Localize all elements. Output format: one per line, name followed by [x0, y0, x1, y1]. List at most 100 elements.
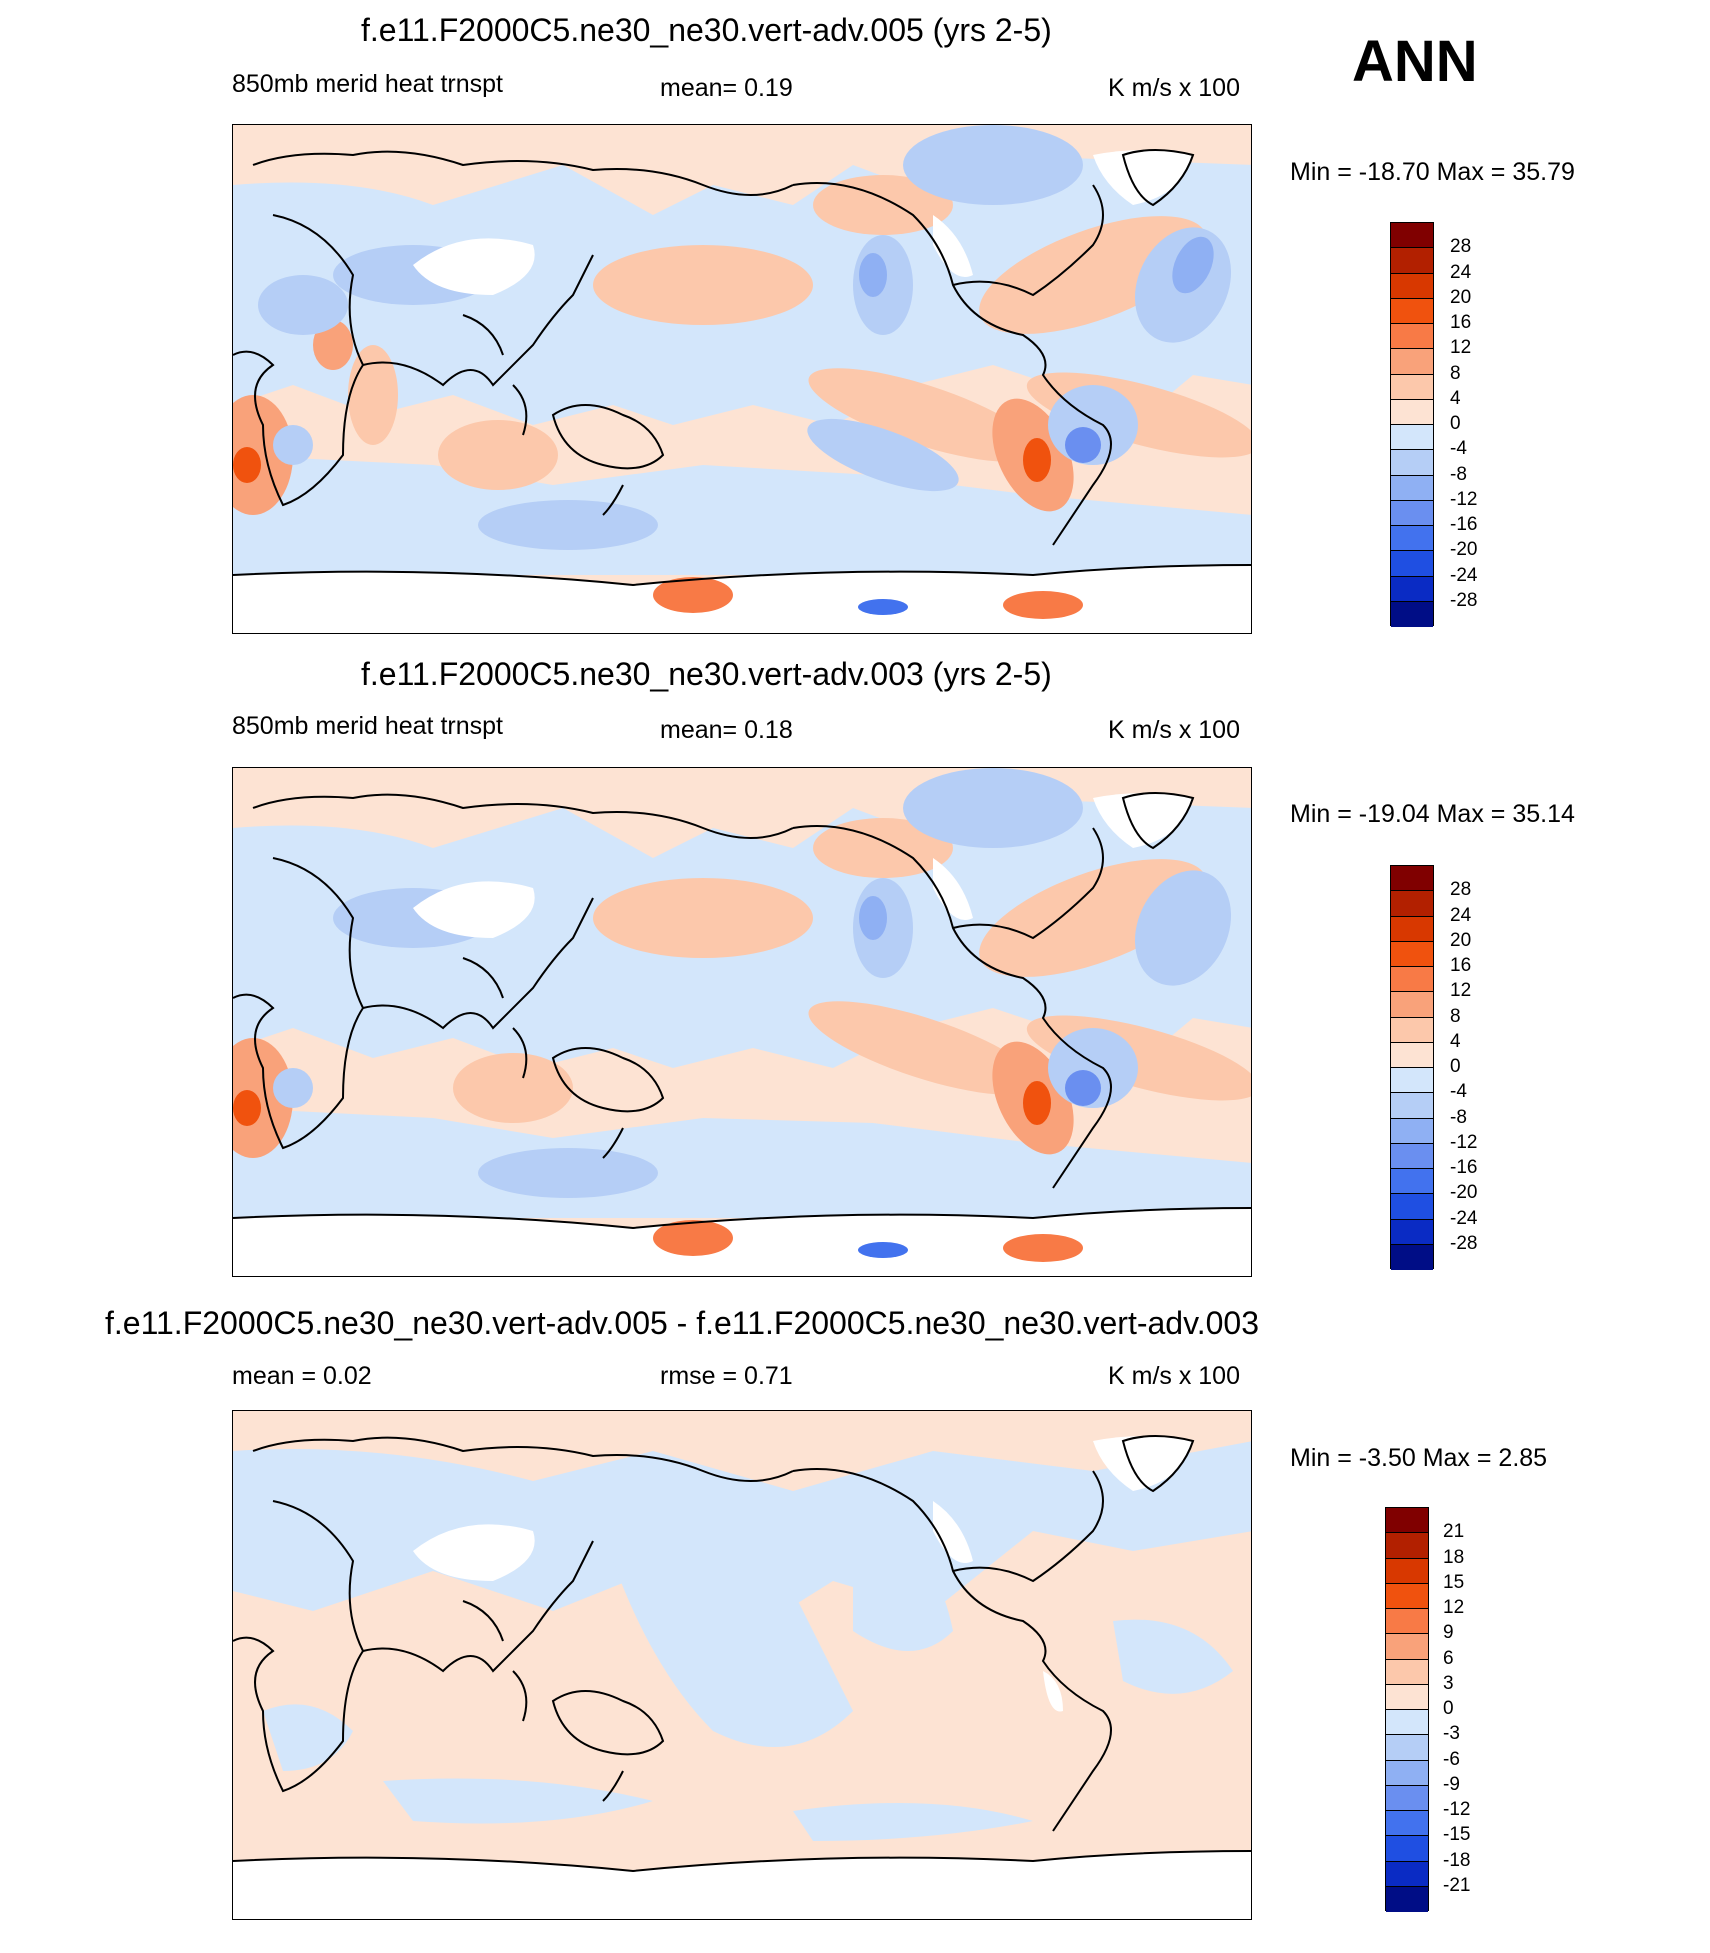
panel-1-colorbar-tick-label: 0 — [1450, 413, 1461, 434]
panel-3-colorbar-cell — [1386, 1811, 1428, 1837]
panel-3-colorbar-tick-label: -15 — [1443, 1824, 1471, 1846]
panel-3-map — [232, 1410, 1252, 1920]
panel-2-colorbar-cell — [1391, 1244, 1433, 1270]
panel-1-colorbar-cell — [1391, 500, 1433, 526]
panel-1-colorbar-cell — [1391, 298, 1433, 324]
panel-1-colorbar-cell — [1391, 273, 1433, 299]
panel-2-colorbar-tick-label: 24 — [1450, 904, 1472, 926]
panel-1-colorbar-tick-label: -8 — [1450, 463, 1467, 485]
panel-2-mean: mean= 0.18 — [660, 716, 793, 744]
panel-3-colorbar-cell — [1386, 1785, 1428, 1811]
panel-3-colorbar-cell — [1386, 1609, 1428, 1635]
panel-3-colorbar-tick-label: 9 — [1443, 1622, 1454, 1644]
panel-1-colorbar-tick-label: 24 — [1450, 261, 1472, 283]
panel-2-map — [232, 767, 1252, 1277]
panel-2-minmax: Min = -19.04 Max = 35.14 — [1290, 800, 1575, 828]
panel-1-colorbar-cell — [1391, 248, 1433, 274]
panel-3-mean: mean = 0.02 — [232, 1362, 372, 1390]
panel-2-colorbar-tick-label: -16 — [1450, 1157, 1478, 1178]
panel-3-minmax: Min = -3.50 Max = 2.85 — [1290, 1444, 1548, 1472]
panel-3-colorbar-tick-label: 6 — [1443, 1647, 1454, 1669]
panel-3-colorbar-cell — [1386, 1634, 1428, 1660]
panel-1-colorbar-tick-label: 28 — [1450, 236, 1472, 258]
panel-2-colorbar-cell — [1391, 941, 1433, 967]
panel-3-colorbar-tick-label: 3 — [1443, 1672, 1454, 1694]
panel-1-colorbar-tick-label: 8 — [1450, 362, 1461, 384]
panel-1-colorbar-cell — [1391, 601, 1433, 627]
panel-1-colorbar — [1390, 222, 1434, 627]
panel-1-map — [232, 124, 1252, 634]
panel-2-colorbar-cell — [1391, 1017, 1433, 1043]
panel-1-colorbar-cell — [1391, 450, 1433, 476]
panel-3-colorbar-tick-label: 18 — [1443, 1546, 1465, 1568]
panel-2-colorbar-cell — [1391, 1169, 1433, 1195]
panel-3-colorbar-cell — [1386, 1684, 1428, 1710]
panel-2-left-label: 850mb merid heat trnspt — [232, 712, 503, 740]
panel-3-colorbar-cell — [1386, 1861, 1428, 1887]
panel-2-coastlines — [233, 792, 1251, 1230]
panel-3-colorbar-tick-label: 21 — [1443, 1521, 1465, 1543]
panel-3-colorbar-cell — [1386, 1558, 1428, 1584]
panel-1-colorbar-tick-label: -24 — [1450, 564, 1478, 586]
panel-3-coastlines — [233, 1435, 1251, 1873]
panel-2-colorbar-tick-label: 8 — [1450, 1005, 1461, 1027]
panel-1-colorbar-tick-label: 16 — [1450, 312, 1472, 333]
panel-1-colorbar-cell — [1391, 576, 1433, 602]
panel-1-minmax: Min = -18.70 Max = 35.79 — [1290, 158, 1575, 186]
panel-2-colorbar-tick-label: 20 — [1450, 929, 1472, 951]
panel-2-colorbar-tick-label: 12 — [1450, 980, 1472, 1002]
panel-2-colorbar-tick-label: 4 — [1450, 1030, 1461, 1052]
panel-3-colorbar-cell — [1386, 1836, 1428, 1862]
panel-2-colorbar-cell — [1391, 1068, 1433, 1094]
panel-3-colorbar-tick-label: -21 — [1443, 1874, 1471, 1896]
panel-3-colorbar-tick-label: -3 — [1443, 1723, 1460, 1745]
panel-2-colorbar-cell — [1391, 1118, 1433, 1144]
panel-3-rmse: rmse = 0.71 — [660, 1362, 793, 1390]
panel-3-colorbar-cell — [1386, 1659, 1428, 1685]
panel-2-colorbar-tick-label: -12 — [1450, 1131, 1478, 1153]
panel-3-colorbar-tick-label: 15 — [1443, 1571, 1465, 1593]
panel-3-units: K m/s x 100 — [1108, 1362, 1240, 1390]
panel-1-colorbar-cell — [1391, 425, 1433, 451]
panel-1-units: K m/s x 100 — [1108, 74, 1240, 102]
panel-1-coastlines — [233, 149, 1251, 587]
panel-1-colorbar-cell — [1391, 324, 1433, 350]
panel-2-colorbar-tick-label: 0 — [1450, 1056, 1461, 1077]
panel-1-colorbar-cell — [1391, 551, 1433, 577]
panel-2-colorbar-cell — [1391, 866, 1433, 892]
panel-3-colorbar-tick-label: -12 — [1443, 1799, 1471, 1820]
panel-3-field — [233, 1411, 1251, 1919]
panel-1-colorbar-cell — [1391, 526, 1433, 552]
panel-1-colorbar-tick-label: 4 — [1450, 387, 1461, 409]
panel-1-colorbar-tick-label: -4 — [1450, 438, 1467, 460]
panel-1-colorbar-tick-label: -20 — [1450, 539, 1478, 561]
panel-1-mean: mean= 0.19 — [660, 74, 793, 102]
panel-1-colorbar-cell — [1391, 349, 1433, 375]
panel-2-units: K m/s x 100 — [1108, 716, 1240, 744]
panel-3-colorbar-tick-label: -6 — [1443, 1748, 1460, 1770]
panel-2-colorbar-tick-label: -4 — [1450, 1081, 1467, 1103]
panel-1-field — [233, 125, 1251, 633]
panel-1-colorbar-cell — [1391, 475, 1433, 501]
panel-3-colorbar-tick-label: 0 — [1443, 1698, 1454, 1719]
panel-2-colorbar-cell — [1391, 916, 1433, 942]
panel-3-colorbar-cell — [1386, 1583, 1428, 1609]
panel-2-field — [233, 768, 1251, 1276]
panel-1-colorbar-cell — [1391, 223, 1433, 249]
panel-3-colorbar-cell — [1386, 1533, 1428, 1559]
panel-2-colorbar — [1390, 865, 1434, 1270]
panel-1-colorbar-tick-label: -12 — [1450, 488, 1478, 510]
panel-3-colorbar-tick-label: -9 — [1443, 1773, 1460, 1795]
panel-1-colorbar-cell — [1391, 399, 1433, 425]
panel-3-colorbar-tick-label: -18 — [1443, 1849, 1471, 1871]
panel-3-title: f.e11.F2000C5.ne30_ne30.vert-adv.005 - f… — [105, 1305, 1259, 1341]
panel-2-colorbar-cell — [1391, 1143, 1433, 1169]
panel-2-colorbar-cell — [1391, 1194, 1433, 1220]
panel-2-colorbar-cell — [1391, 967, 1433, 993]
panel-3-colorbar-cell — [1386, 1735, 1428, 1761]
panel-2-colorbar-tick-label: -24 — [1450, 1207, 1478, 1229]
panel-1-colorbar-tick-label: -28 — [1450, 589, 1478, 611]
panel-2-colorbar-tick-label: 16 — [1450, 955, 1472, 976]
panel-2-colorbar-cell — [1391, 992, 1433, 1018]
panel-2-colorbar-tick-label: -8 — [1450, 1106, 1467, 1128]
